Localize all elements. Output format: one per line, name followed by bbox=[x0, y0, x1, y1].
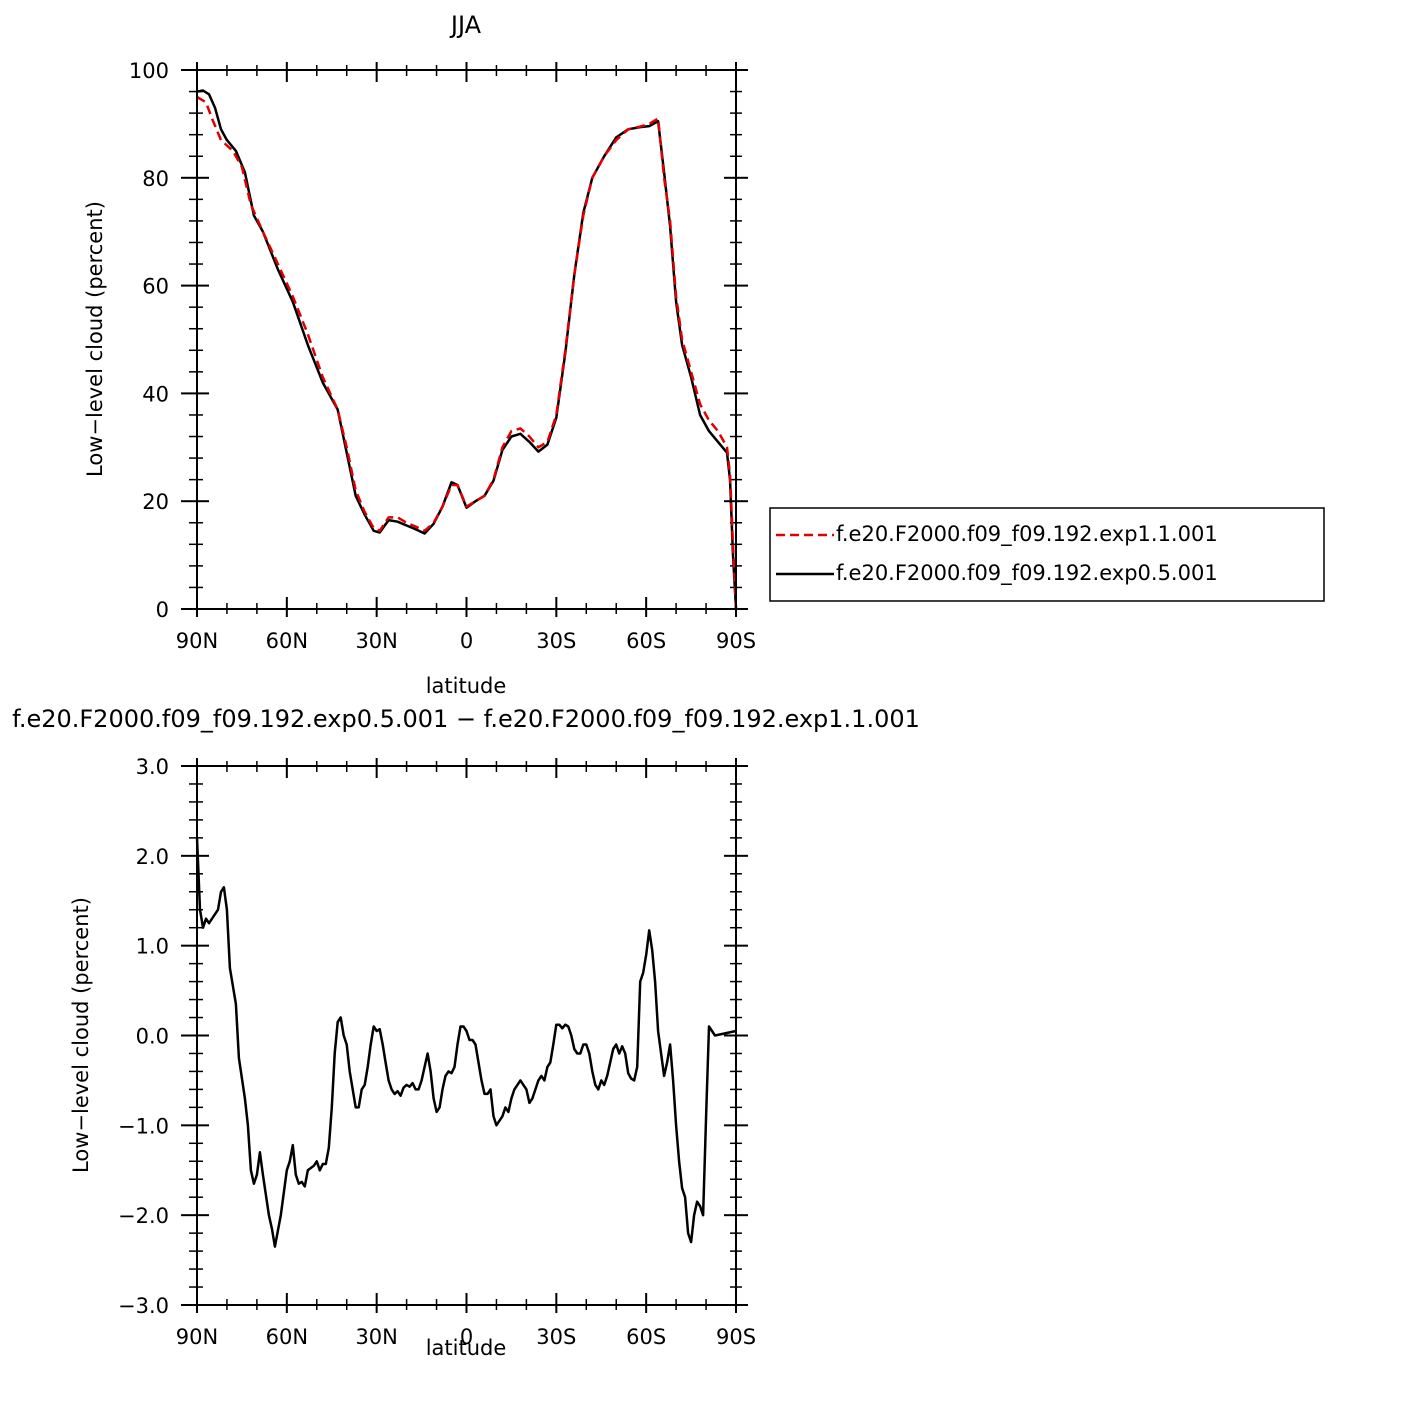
difference-chart-title: f.e20.F2000.f09_f09.192.exp0.5.001 − f.e… bbox=[12, 705, 920, 733]
y-tick-label: 80 bbox=[142, 167, 169, 191]
legend-label-exp1-1: f.e20.F2000.f09_f09.192.exp1.1.001 bbox=[836, 522, 1218, 547]
plot-frame bbox=[196, 69, 737, 610]
y-tick-label: 0.0 bbox=[136, 1025, 169, 1049]
difference-series-line bbox=[195, 837, 737, 1248]
y-tick-label: 0 bbox=[156, 598, 169, 622]
x-tick-label: 30S bbox=[536, 629, 576, 653]
chart-panel-bottom: f.e20.F2000.f09_f09.192.exp0.5.001 − f.e… bbox=[12, 705, 920, 1360]
x-tick-label: 30N bbox=[355, 629, 397, 653]
y-tick-label: 1.0 bbox=[136, 935, 169, 959]
y-tick-label: 20 bbox=[142, 490, 169, 514]
x-tick-label: 60N bbox=[266, 629, 308, 653]
chart-panel-top: JJA Low−level cloud (percent) latitude 9… bbox=[83, 11, 756, 698]
y-axis-label-bottom: Low−level cloud (percent) bbox=[69, 897, 93, 1173]
x-tick-label: 60S bbox=[626, 1325, 666, 1349]
x-tick-label: 30S bbox=[536, 1325, 576, 1349]
x-axis-label-bottom: latitude bbox=[426, 1336, 507, 1360]
x-axis-label: latitude bbox=[426, 674, 507, 698]
y-tick-label: 3.0 bbox=[136, 755, 169, 779]
y-tick-label: −1.0 bbox=[118, 1114, 169, 1138]
legend: f.e20.F2000.f09_f09.192.exp1.1.001 f.e20… bbox=[769, 507, 1325, 602]
x-tick-label: 90N bbox=[176, 629, 218, 653]
x-tick-label: 60S bbox=[626, 629, 666, 653]
y-tick-label: 40 bbox=[142, 382, 169, 406]
legend-box bbox=[769, 507, 1325, 602]
tick-marks-bottom bbox=[181, 758, 748, 1313]
x-tick-label: 90N bbox=[176, 1325, 218, 1349]
y-tick-label: −3.0 bbox=[118, 1294, 169, 1318]
x-tick-label: 0 bbox=[460, 1325, 473, 1349]
legend-label-exp0-5: f.e20.F2000.f09_f09.192.exp0.5.001 bbox=[836, 561, 1218, 586]
x-tick-label: 90S bbox=[716, 629, 756, 653]
series-line-exp1-1 bbox=[196, 95, 738, 610]
tick-labels: 90N 60N 30N 0 30S 60S 90S 0 20 40 60 80 100 bbox=[129, 59, 756, 653]
y-tick-label: 60 bbox=[142, 275, 169, 299]
x-tick-label: 60N bbox=[266, 1325, 308, 1349]
x-tick-label: 30N bbox=[355, 1325, 397, 1349]
x-tick-label: 0 bbox=[460, 629, 473, 653]
y-tick-label: 2.0 bbox=[136, 845, 169, 869]
x-tick-label: 90S bbox=[716, 1325, 756, 1349]
difference-line bbox=[195, 837, 737, 1248]
y-tick-label: 100 bbox=[129, 59, 169, 83]
series-line-exp0-5 bbox=[196, 89, 738, 610]
plot-frame-bottom bbox=[196, 765, 737, 1306]
chart-title: JJA bbox=[449, 11, 482, 39]
series-lines bbox=[196, 89, 738, 610]
y-axis-label: Low−level cloud (percent) bbox=[83, 201, 107, 477]
y-tick-label: −2.0 bbox=[118, 1204, 169, 1228]
tick-marks bbox=[181, 62, 748, 617]
tick-labels-bottom: 90N 60N 30N 0 30S 60S 90S −3.0 −2.0 −1.0 0.0 1.0 2.0… bbox=[118, 755, 756, 1349]
